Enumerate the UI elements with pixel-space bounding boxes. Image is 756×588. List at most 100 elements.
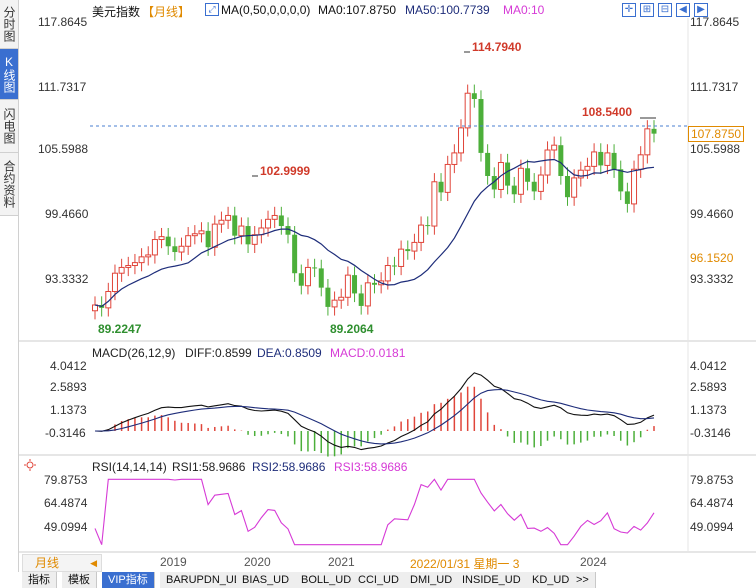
macd-dea: DEA:0.8509: [257, 346, 322, 360]
zoom-out-icon[interactable]: ⊟: [658, 3, 672, 17]
tab-vip-indicators[interactable]: VIP指标: [102, 572, 155, 588]
macd-y-1: 4.0412: [50, 359, 87, 373]
macd-y-right-4: -0.3146: [690, 426, 731, 440]
candle-body: [551, 144, 558, 151]
ma0b-value: MA0:10: [503, 3, 545, 17]
candle-body: [312, 267, 318, 269]
ma-settings-icon[interactable]: ⤢: [205, 3, 219, 16]
candle-body: [92, 304, 98, 312]
rsi-settings-icon: [24, 459, 36, 471]
tab-kd[interactable]: KD_UD: [526, 572, 577, 588]
year-2021: 2021: [328, 555, 355, 569]
candle-body: [505, 162, 511, 186]
tab-bias[interactable]: BIAS_UD: [236, 572, 297, 588]
candle-body: [178, 245, 185, 253]
rsi-y-right-2: 64.4874: [690, 496, 734, 510]
y-right-label-5: 93.3332: [690, 272, 734, 286]
mid-high-annotation: 102.9999: [260, 164, 311, 178]
candle-body: [211, 223, 218, 248]
y-label-4: 99.4660: [45, 207, 89, 221]
tab-kline[interactable]: K线图: [0, 49, 18, 100]
tab-indicators[interactable]: 指标: [22, 572, 57, 588]
candle-body: [265, 218, 272, 229]
candle-body: [618, 169, 624, 192]
next-icon[interactable]: ▶: [694, 3, 708, 17]
candle-body: [358, 293, 364, 306]
tab-contract-info[interactable]: 合约资料: [0, 153, 18, 216]
low-annotation-2: 89.2064: [330, 322, 374, 336]
candle-body: [304, 266, 311, 287]
candle-body: [298, 273, 304, 286]
candle-body: [418, 224, 425, 243]
zoom-in-icon[interactable]: ⊞: [640, 3, 654, 17]
tab-more[interactable]: >>: [570, 572, 596, 588]
macd-title: MACD(26,12,9): [92, 346, 176, 360]
tab-inside[interactable]: INSIDE_UD: [456, 572, 528, 588]
macd-dea-line: [95, 388, 655, 445]
tab-boll[interactable]: BOLL_UD: [295, 572, 359, 588]
macd-value: MACD:0.0181: [330, 346, 406, 360]
candle-body: [372, 282, 377, 285]
y-label-2: 111.7317: [38, 80, 87, 94]
candle-body: [584, 165, 591, 171]
candle-body: [331, 299, 338, 308]
macd-histogram: [100, 386, 655, 457]
chevron-left-icon: ◀: [90, 558, 97, 568]
candle-body: [398, 248, 405, 267]
ma-params: MA(0,50,0,0,0,0): [221, 3, 311, 17]
macd-y-4: -0.3146: [45, 426, 86, 440]
candle-body: [338, 296, 345, 301]
tab-time-sharing[interactable]: 分时图: [0, 0, 18, 49]
y-right-label-2: 111.7317: [690, 80, 739, 94]
macd-y-right-2: 2.5893: [690, 380, 727, 394]
ma50-line: [94, 158, 655, 308]
candle-body: [271, 214, 278, 220]
candle-body: [438, 181, 444, 193]
tab-templates[interactable]: 模板: [62, 572, 97, 588]
prev-icon[interactable]: ◀: [676, 3, 690, 17]
candle-body: [325, 287, 331, 307]
candle-body: [198, 230, 205, 235]
period-button[interactable]: 月线 ◀: [22, 554, 102, 572]
candle-body: [464, 92, 471, 129]
candle-body: [471, 93, 477, 99]
candle-body: [225, 214, 232, 221]
candle-body: [344, 274, 351, 298]
rsi-y-3: 49.0994: [44, 520, 88, 534]
tab-flash-chart[interactable]: 闪电图: [0, 100, 18, 153]
candle-body: [145, 254, 152, 258]
candle-body: [285, 226, 291, 235]
year-2020: 2020: [244, 555, 271, 569]
candle-body: [611, 152, 617, 170]
candle-body: [364, 282, 371, 307]
instrument-name: 美元指数: [92, 5, 141, 19]
candle-body: [151, 239, 158, 256]
candle-body: [391, 265, 397, 267]
candle-body: [525, 168, 531, 182]
tab-dmi[interactable]: DMI_UD: [404, 572, 460, 588]
candle-body: [531, 181, 537, 192]
current-price-badge: 107.8750: [688, 126, 745, 142]
candle-body: [511, 185, 517, 195]
candle-body: [251, 234, 258, 245]
crosshair-icon[interactable]: ✛: [622, 3, 636, 17]
y-right-label-3: 105.5988: [690, 142, 741, 156]
candle-body: [105, 291, 112, 309]
candle-body: [232, 215, 238, 236]
tab-cci[interactable]: CCI_UD: [352, 572, 406, 588]
candle-body: [577, 169, 584, 179]
rsi3-value: RSI3:58.9686: [334, 460, 408, 474]
candle-body: [131, 262, 138, 267]
rsi-y-right-1: 79.8753: [690, 473, 734, 487]
candle-body: [564, 176, 570, 198]
period-label[interactable]: 【月线】: [142, 5, 191, 19]
period-button-label: 月线: [35, 556, 60, 570]
candle-body: [318, 268, 324, 288]
rsi2-value: RSI2:58.9686: [252, 460, 326, 474]
candle-body: [644, 128, 651, 156]
tab-barupdn[interactable]: BARUPDN_UD: [160, 572, 249, 588]
rsi1-value: RSI1:58.9686: [172, 460, 246, 474]
candle-body: [205, 230, 211, 248]
candle-body: [598, 151, 604, 166]
